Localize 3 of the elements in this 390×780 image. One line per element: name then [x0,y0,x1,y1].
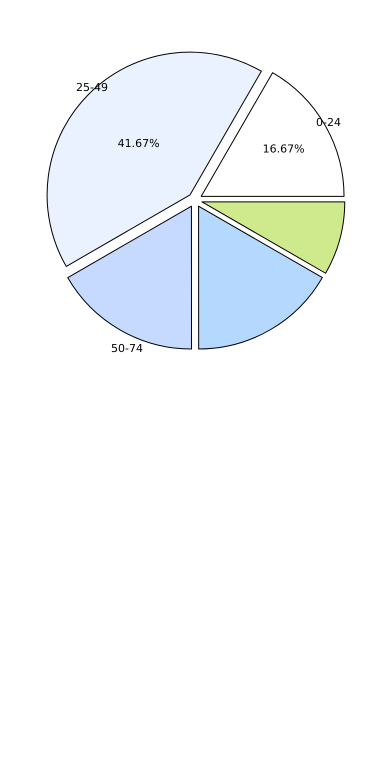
data-label: 16.67% [262,142,305,156]
data-label: 41.67% [118,137,160,150]
slice-label: 50-74 [111,342,143,355]
